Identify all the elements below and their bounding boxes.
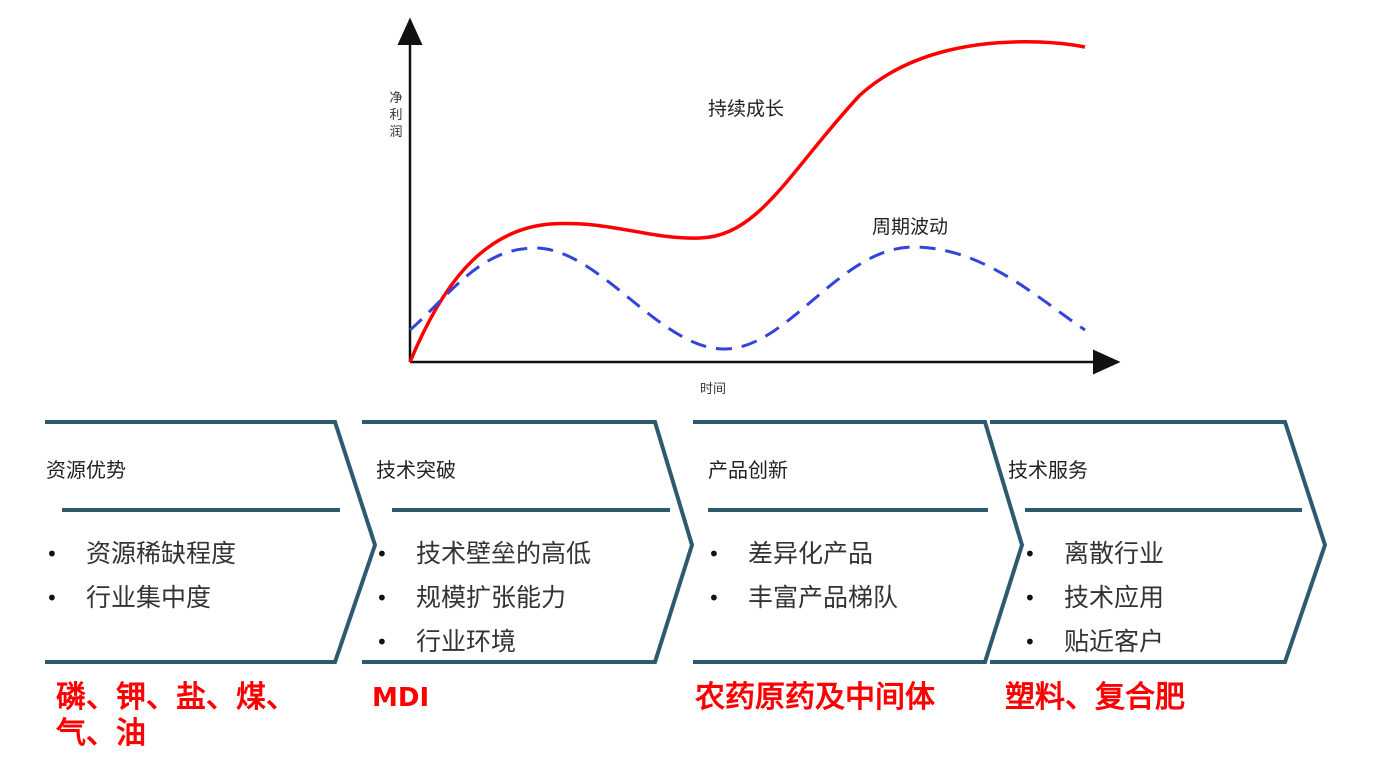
cycle-curve xyxy=(409,245,1086,351)
list-item: 离散行业 xyxy=(1024,532,1164,576)
list-item: 差异化产品 xyxy=(708,532,898,576)
stage-bullets-technology: 技术壁垒的高低 规模扩张能力 行业环境 xyxy=(376,532,591,664)
y-axis-label: 净利润 xyxy=(389,91,403,140)
list-item: 行业环境 xyxy=(376,620,591,664)
growth-curve xyxy=(408,40,1086,363)
chevron-service xyxy=(990,420,1328,664)
stage-example-product: 农药原药及中间体 xyxy=(695,680,935,715)
list-item: 丰富产品梯队 xyxy=(708,576,898,620)
stage-example-service: 塑料、复合肥 xyxy=(1005,680,1185,715)
stage-bullets-service: 离散行业 技术应用 贴近客户 xyxy=(1024,532,1164,664)
list-item: 资源稀缺程度 xyxy=(46,532,236,576)
stage-title-resource: 资源优势 xyxy=(46,458,126,482)
list-item: 技术应用 xyxy=(1024,576,1164,620)
stage-example-resource: 磷、钾、盐、煤、气、油 xyxy=(56,680,296,751)
x-axis-label: 时间 xyxy=(700,382,727,397)
stage-bullets-resource: 资源稀缺程度 行业集中度 xyxy=(46,532,236,620)
chevron-product xyxy=(693,420,1025,664)
stage-bullets-product: 差异化产品 丰富产品梯队 xyxy=(708,532,898,620)
list-item: 规模扩张能力 xyxy=(376,576,591,620)
cycle-series-label: 周期波动 xyxy=(872,216,949,238)
stage-title-technology: 技术突破 xyxy=(376,458,456,482)
stage-title-product: 产品创新 xyxy=(708,458,788,482)
list-item: 行业集中度 xyxy=(46,576,236,620)
chevron-resource xyxy=(45,420,378,664)
stage-title-service: 技术服务 xyxy=(1008,458,1088,482)
list-item: 贴近客户 xyxy=(1024,620,1164,664)
list-item: 技术壁垒的高低 xyxy=(376,532,591,576)
growth-series-label: 持续成长 xyxy=(708,98,785,120)
stage-example-technology: MDI xyxy=(372,683,430,713)
